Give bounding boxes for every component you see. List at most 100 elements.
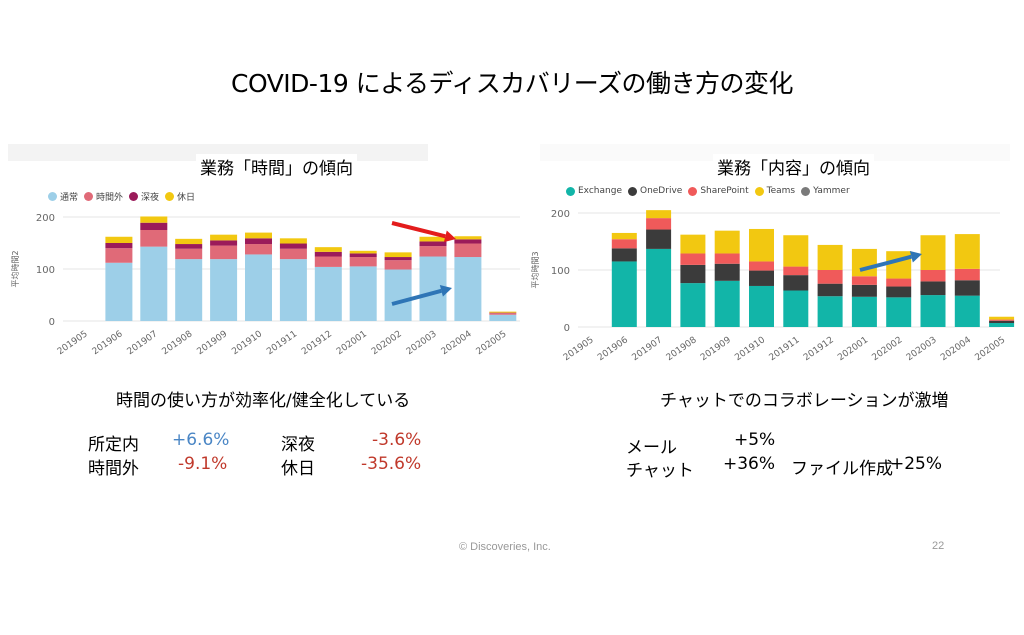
bar-segment-時間外-202003	[419, 246, 447, 257]
stat-label-shinya: 深夜	[281, 435, 315, 455]
bar-segment-通常-201910	[245, 254, 272, 321]
bar-segment-Exchange-201912	[817, 296, 843, 327]
bar-segment-SharePoint-201911	[783, 266, 809, 276]
bar-segment-Teams-202002	[886, 251, 912, 279]
bar-segment-休日-201912	[314, 247, 342, 252]
trend-arrow-shaft	[391, 221, 446, 239]
legend-item-1-4: Yammer	[801, 186, 850, 196]
x-tick-label: 201905	[562, 335, 596, 363]
bar-segment-Exchange-202004	[954, 295, 980, 327]
bar-segment-休日-202005	[489, 311, 517, 313]
legend-label: Yammer	[813, 186, 850, 196]
bar-segment-時間外-201909	[210, 245, 238, 260]
bar-segment-休日-201910	[245, 232, 272, 239]
bar-segment-休日-202001	[349, 250, 377, 254]
legend-item-0-2: 深夜	[129, 190, 159, 203]
legend-swatch	[688, 186, 698, 196]
trend-arrow-shaft	[859, 254, 912, 272]
bar-segment-休日-201907	[140, 216, 168, 223]
x-tick-label: 201911	[265, 329, 299, 357]
trend-arrow-shaft	[391, 288, 442, 306]
bar-segment-深夜-201912	[314, 251, 342, 257]
x-tick-label: 202004	[440, 329, 474, 357]
legend-swatch	[754, 186, 764, 196]
bar-segment-通常-202005	[489, 314, 517, 321]
bar-segment-SharePoint-202005	[989, 319, 1015, 321]
bar-segment-深夜-202001	[349, 253, 377, 258]
y-axis-label: 平均時間2	[10, 250, 20, 287]
bar-segment-時間外-202005	[489, 313, 517, 315]
bar-segment-通常-201912	[314, 266, 342, 321]
bar-segment-Exchange-202002	[886, 297, 912, 327]
x-tick-label: 201912	[802, 335, 836, 363]
x-tick-label: 201907	[126, 329, 160, 357]
bar-segment-Teams-202004	[954, 234, 980, 269]
bar-segment-SharePoint-202002	[886, 278, 912, 287]
x-tick-label: 201910	[230, 329, 264, 357]
x-tick-label: 202001	[836, 335, 870, 363]
bar-segment-SharePoint-201907	[646, 218, 672, 230]
bar-segment-Exchange-202001	[851, 296, 877, 327]
legend-label: Teams	[766, 186, 796, 196]
x-tick-label: 202002	[871, 335, 905, 363]
legend-swatch	[129, 192, 139, 201]
bar-segment-Teams-201909	[714, 230, 740, 254]
bar-segment-SharePoint-202003	[920, 270, 946, 282]
x-tick-label: 201909	[195, 329, 229, 357]
bar-segment-SharePoint-201910	[749, 261, 774, 271]
bar-segment-深夜-201906	[105, 243, 133, 249]
bar-segment-Teams-201906	[611, 232, 637, 240]
stat-value-file: +25%	[890, 454, 943, 474]
legend-swatch	[627, 186, 637, 196]
bar-segment-休日-202004	[454, 236, 482, 240]
bar-segment-Exchange-201911	[783, 290, 809, 327]
y-tick-label: 0	[49, 317, 55, 328]
x-tick-label: 202004	[939, 335, 973, 363]
x-tick-label: 202003	[905, 335, 939, 363]
bar-segment-深夜-202005	[489, 312, 517, 314]
legend-item-0-0: 通常	[48, 190, 78, 203]
x-tick-label: 202001	[335, 329, 369, 357]
x-tick-label: 201910	[733, 335, 767, 363]
trend-arrow-head	[439, 285, 452, 297]
bar-segment-OneDrive-201907	[646, 229, 672, 249]
x-tick-label: 201905	[56, 329, 90, 357]
bar-segment-OneDrive-201910	[749, 270, 774, 286]
legend-swatch	[48, 192, 57, 201]
x-tick-label: 201906	[596, 335, 630, 363]
bar-segment-深夜-202004	[454, 239, 482, 244]
bar-segment-時間外-202001	[349, 257, 377, 267]
legend-label: OneDrive	[639, 186, 683, 196]
bar-segment-休日-201911	[279, 238, 307, 244]
bar-segment-通常-202004	[454, 257, 482, 321]
bar-segment-OneDrive-201911	[783, 275, 809, 291]
copyright-footer: © Discoveries, Inc.	[459, 541, 551, 553]
y-tick-label: 100	[36, 265, 55, 276]
bar-segment-Teams-201908	[680, 234, 706, 254]
bar-segment-Exchange-201906	[611, 261, 637, 327]
legend-item-1-2: SharePoint	[688, 186, 749, 196]
stat-value-mail: +5%	[734, 430, 776, 450]
bar-segment-休日-201908	[175, 238, 203, 245]
legend-item-1-3: Teams	[754, 186, 796, 196]
stat-label-shoteinai: 所定内	[88, 435, 139, 455]
legend-item-1-1: OneDrive	[627, 186, 683, 196]
right-chart-legend: Exchange OneDrive SharePoint Teams Yammer	[566, 186, 856, 196]
bar-segment-通常-201906	[105, 262, 133, 321]
bar-segment-OneDrive-202002	[886, 286, 912, 298]
bar-segment-OneDrive-201912	[817, 283, 843, 297]
legend-swatch	[165, 192, 175, 201]
bar-segment-Teams-201911	[783, 235, 809, 267]
bar-segment-深夜-202002	[384, 257, 412, 261]
bar-segment-SharePoint-201912	[817, 270, 843, 284]
legend-label: Exchange	[578, 186, 622, 196]
x-tick-label: 201908	[665, 335, 699, 363]
bar-segment-Teams-202003	[920, 235, 946, 270]
bar-segment-Teams-202001	[851, 248, 877, 277]
legend-label: SharePoint	[700, 186, 749, 196]
bar-segment-Teams-201907	[646, 210, 672, 219]
trend-arrow-head	[909, 250, 922, 263]
bar-segment-通常-201907	[140, 246, 168, 321]
